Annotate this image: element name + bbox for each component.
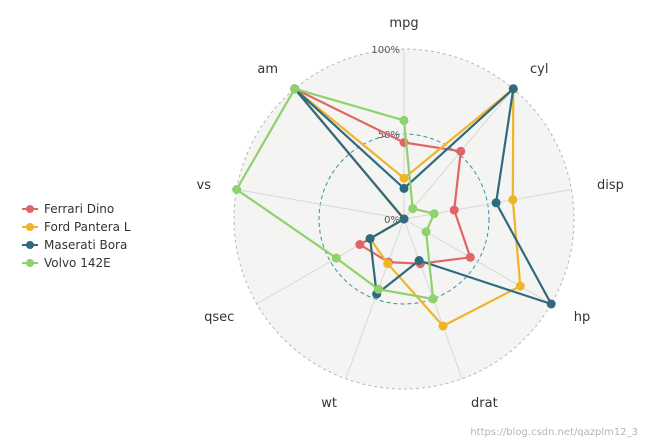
spoke-vs — [236, 188, 405, 220]
legend-item-ferrari-dino[interactable]: Ferrari Dino — [22, 202, 114, 216]
data-point-volvo-142e-wt[interactable] — [373, 284, 383, 294]
data-point-maserati-bora-disp[interactable] — [491, 198, 501, 208]
data-point-maserati-bora-mpg[interactable] — [399, 183, 409, 193]
data-point-volvo-142e-disp[interactable] — [429, 209, 439, 219]
axis-label-qsec: qsec — [204, 310, 234, 325]
legend-label: Ford Pantera L — [44, 220, 131, 234]
data-point-ford-pantera-l-hp[interactable] — [515, 281, 525, 291]
axis-label-disp: disp — [597, 178, 624, 193]
data-point-volvo-142e-cyl[interactable] — [408, 204, 418, 214]
data-point-maserati-bora-drat[interactable] — [414, 256, 424, 265]
legend-label: Maserati Bora — [44, 238, 127, 252]
axis-label-wt: wt — [321, 396, 337, 411]
data-point-maserati-bora-cyl[interactable] — [508, 84, 518, 94]
data-point-volvo-142e-mpg[interactable] — [399, 115, 409, 125]
axis-label-drat: drat — [471, 396, 498, 411]
axis-label-mpg: mpg — [389, 16, 418, 31]
data-point-volvo-142e-drat[interactable] — [428, 294, 438, 304]
data-point-maserati-bora-vs[interactable] — [399, 214, 409, 224]
legend-swatch-dot — [26, 241, 34, 249]
watermark: https://blog.csdn.net/qazplm12_3 — [470, 427, 638, 438]
data-point-ford-pantera-l-disp[interactable] — [508, 195, 518, 205]
legend-item-volvo-142e[interactable]: Volvo 142E — [22, 256, 111, 270]
data-point-volvo-142e-vs[interactable] — [232, 185, 242, 194]
data-point-volvo-142e-hp[interactable] — [421, 227, 431, 237]
data-point-ferrari-dino-disp[interactable] — [449, 205, 459, 215]
legend-item-maserati-bora[interactable]: Maserati Bora — [22, 238, 127, 252]
data-point-maserati-bora-qsec[interactable] — [365, 234, 375, 244]
tick-label: 100% — [371, 45, 400, 56]
data-point-ferrari-dino-qsec[interactable] — [355, 240, 365, 249]
legend-item-ford-pantera-l[interactable]: Ford Pantera L — [22, 220, 131, 234]
axis-label-vs: vs — [197, 178, 212, 193]
axis-label-am: am — [257, 62, 278, 77]
data-point-ferrari-dino-hp[interactable] — [465, 252, 475, 262]
data-point-maserati-bora-hp[interactable] — [546, 299, 556, 309]
axis-label-hp: hp — [574, 310, 591, 325]
legend-label: Ferrari Dino — [44, 202, 114, 216]
data-point-ford-pantera-l-wt[interactable] — [383, 259, 393, 269]
axis-label-cyl: cyl — [530, 62, 548, 77]
legend-swatch-dot — [26, 205, 34, 213]
tick-label: 0% — [384, 215, 400, 226]
data-point-ferrari-dino-cyl[interactable] — [456, 146, 466, 156]
legend-swatch-dot — [26, 223, 34, 231]
series-line-volvo-142e — [235, 87, 436, 300]
data-point-volvo-142e-qsec[interactable] — [331, 253, 341, 263]
data-point-volvo-142e-am[interactable] — [290, 84, 300, 94]
spoke-wt — [345, 218, 405, 379]
data-point-ford-pantera-l-drat[interactable] — [438, 321, 448, 331]
legend-swatch-dot — [26, 259, 34, 267]
series-line-maserati-bora — [293, 87, 553, 306]
data-point-ford-pantera-l-mpg[interactable] — [399, 173, 409, 183]
legend-label: Volvo 142E — [44, 256, 111, 270]
